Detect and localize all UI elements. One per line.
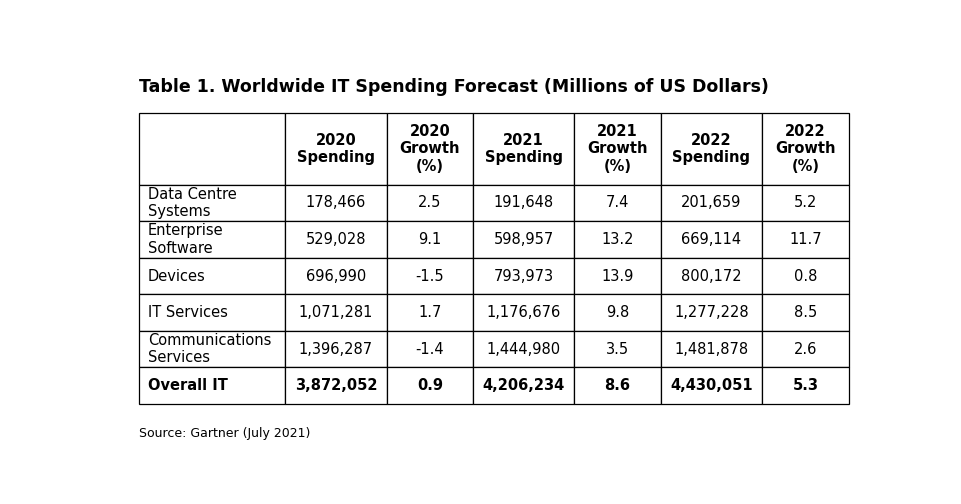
Bar xyxy=(473,294,575,331)
Bar xyxy=(661,294,762,331)
Text: 2022
Spending: 2022 Spending xyxy=(673,133,751,165)
Text: 2022
Growth
(%): 2022 Growth (%) xyxy=(776,124,835,174)
Bar xyxy=(575,331,661,367)
Text: 598,957: 598,957 xyxy=(494,232,554,247)
Text: 7.4: 7.4 xyxy=(605,196,629,211)
Text: Source: Gartner (July 2021): Source: Gartner (July 2021) xyxy=(138,427,310,440)
Text: 3,872,052: 3,872,052 xyxy=(295,378,377,393)
Text: 1,277,228: 1,277,228 xyxy=(674,305,749,320)
Text: 1,071,281: 1,071,281 xyxy=(299,305,373,320)
Bar xyxy=(386,113,473,184)
Bar xyxy=(661,113,762,184)
Bar xyxy=(575,258,661,294)
Text: 8.5: 8.5 xyxy=(794,305,817,320)
Bar xyxy=(386,258,473,294)
Bar xyxy=(762,367,849,404)
Text: 1,396,287: 1,396,287 xyxy=(299,342,373,357)
Bar xyxy=(285,221,386,258)
Bar xyxy=(575,294,661,331)
Bar xyxy=(661,221,762,258)
Text: Table 1. Worldwide IT Spending Forecast (Millions of US Dollars): Table 1. Worldwide IT Spending Forecast … xyxy=(138,78,769,96)
Bar xyxy=(575,221,661,258)
Text: Communications
Services: Communications Services xyxy=(148,333,271,365)
Text: 1,176,676: 1,176,676 xyxy=(486,305,561,320)
Text: 793,973: 793,973 xyxy=(494,269,554,284)
Text: Enterprise
Software: Enterprise Software xyxy=(148,223,223,256)
Bar xyxy=(285,294,386,331)
Bar xyxy=(762,294,849,331)
Bar xyxy=(138,258,285,294)
Text: 201,659: 201,659 xyxy=(681,196,742,211)
Text: 178,466: 178,466 xyxy=(306,196,366,211)
Text: 696,990: 696,990 xyxy=(306,269,366,284)
Text: 529,028: 529,028 xyxy=(306,232,366,247)
Bar xyxy=(138,184,285,221)
Bar xyxy=(661,184,762,221)
Bar xyxy=(285,113,386,184)
Bar xyxy=(575,113,661,184)
Text: 0.9: 0.9 xyxy=(417,378,443,393)
Text: 4,430,051: 4,430,051 xyxy=(670,378,752,393)
Bar xyxy=(285,258,386,294)
Bar xyxy=(138,113,285,184)
Bar xyxy=(386,331,473,367)
Text: Data Centre
Systems: Data Centre Systems xyxy=(148,187,236,219)
Text: 5.2: 5.2 xyxy=(794,196,817,211)
Text: 1.7: 1.7 xyxy=(418,305,441,320)
Text: 2021
Spending: 2021 Spending xyxy=(484,133,563,165)
Bar xyxy=(473,184,575,221)
Text: 2020
Growth
(%): 2020 Growth (%) xyxy=(400,124,460,174)
Text: 5.3: 5.3 xyxy=(792,378,819,393)
Text: 9.1: 9.1 xyxy=(418,232,441,247)
Text: 191,648: 191,648 xyxy=(494,196,554,211)
Text: 13.2: 13.2 xyxy=(602,232,634,247)
Bar xyxy=(575,184,661,221)
Bar xyxy=(762,258,849,294)
Bar xyxy=(473,221,575,258)
Bar xyxy=(285,331,386,367)
Text: -1.5: -1.5 xyxy=(415,269,444,284)
Bar xyxy=(661,331,762,367)
Bar xyxy=(661,258,762,294)
Text: 800,172: 800,172 xyxy=(681,269,742,284)
Bar xyxy=(285,184,386,221)
Text: 2.6: 2.6 xyxy=(794,342,817,357)
Bar xyxy=(762,331,849,367)
Bar xyxy=(386,367,473,404)
Text: 2020
Spending: 2020 Spending xyxy=(297,133,375,165)
Bar xyxy=(762,113,849,184)
Text: 8.6: 8.6 xyxy=(604,378,630,393)
Text: 0.8: 0.8 xyxy=(794,269,817,284)
Bar xyxy=(473,113,575,184)
Bar xyxy=(386,221,473,258)
Text: Overall IT: Overall IT xyxy=(148,378,228,393)
Bar xyxy=(473,258,575,294)
Text: 2.5: 2.5 xyxy=(418,196,441,211)
Bar xyxy=(762,184,849,221)
Bar xyxy=(138,367,285,404)
Text: -1.4: -1.4 xyxy=(415,342,444,357)
Text: 4,206,234: 4,206,234 xyxy=(482,378,565,393)
Bar xyxy=(138,294,285,331)
Text: 9.8: 9.8 xyxy=(606,305,629,320)
Bar xyxy=(661,367,762,404)
Bar xyxy=(386,294,473,331)
Bar xyxy=(575,367,661,404)
Bar xyxy=(762,221,849,258)
Text: 1,444,980: 1,444,980 xyxy=(486,342,560,357)
Bar xyxy=(386,184,473,221)
Bar xyxy=(138,221,285,258)
Bar xyxy=(138,331,285,367)
Bar xyxy=(285,367,386,404)
Text: 3.5: 3.5 xyxy=(606,342,629,357)
Bar xyxy=(473,331,575,367)
Text: 11.7: 11.7 xyxy=(789,232,822,247)
Bar xyxy=(473,367,575,404)
Text: 1,481,878: 1,481,878 xyxy=(675,342,749,357)
Text: IT Services: IT Services xyxy=(148,305,228,320)
Text: 2021
Growth
(%): 2021 Growth (%) xyxy=(587,124,648,174)
Text: Devices: Devices xyxy=(148,269,206,284)
Text: 13.9: 13.9 xyxy=(602,269,633,284)
Text: 669,114: 669,114 xyxy=(681,232,742,247)
